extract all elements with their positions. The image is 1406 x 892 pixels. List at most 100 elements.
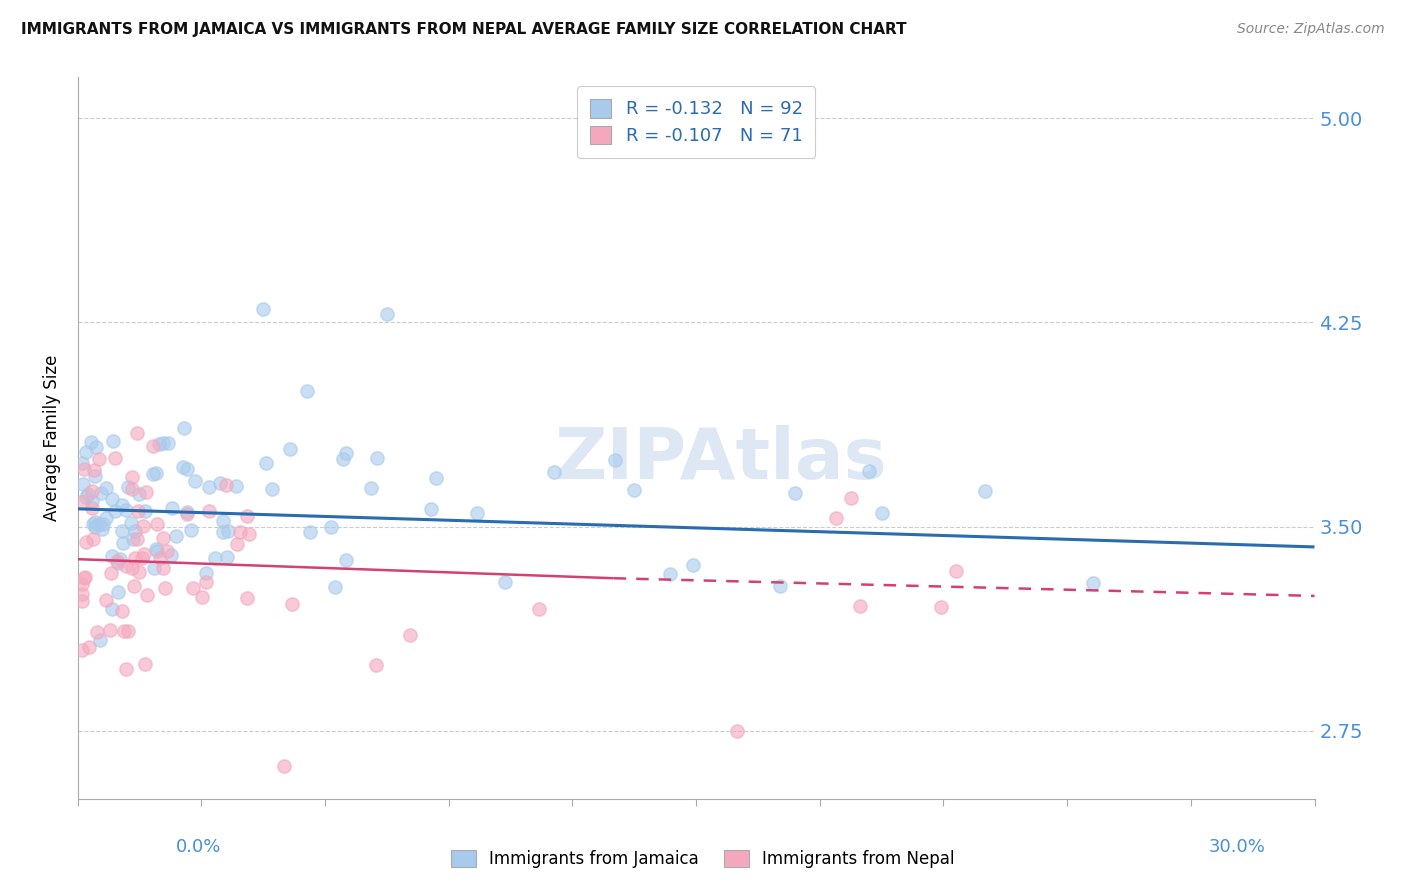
Point <box>215 549 238 564</box>
Point <box>108 551 131 566</box>
Point <box>112 624 135 638</box>
Point <box>366 658 388 673</box>
Point <box>101 549 124 563</box>
Point <box>335 446 357 460</box>
Point <box>229 525 252 540</box>
Point <box>115 503 138 517</box>
Point <box>142 467 165 481</box>
Point <box>659 566 682 581</box>
Point <box>419 501 441 516</box>
Point <box>79 435 101 450</box>
Point <box>112 535 135 549</box>
Point <box>83 469 105 483</box>
Point <box>260 482 283 496</box>
Point <box>825 511 848 525</box>
Point <box>278 442 301 456</box>
Point <box>70 594 93 608</box>
Point <box>128 487 150 501</box>
Point <box>117 480 139 494</box>
Point <box>72 570 94 584</box>
Text: ZIPAtlas: ZIPAtlas <box>554 425 887 494</box>
Point <box>467 506 489 520</box>
Point <box>176 505 198 519</box>
Point <box>145 543 167 558</box>
Point <box>104 504 127 518</box>
Point <box>70 495 93 509</box>
Point <box>82 493 104 508</box>
Point <box>96 511 118 525</box>
Point <box>425 471 447 485</box>
Point <box>111 604 134 618</box>
Point <box>134 657 156 672</box>
Point <box>156 543 179 558</box>
Point <box>132 519 155 533</box>
Text: IMMIGRANTS FROM JAMAICA VS IMMIGRANTS FROM NEPAL AVERAGE FAMILY SIZE CORRELATION: IMMIGRANTS FROM JAMAICA VS IMMIGRANTS FR… <box>21 22 907 37</box>
Point <box>82 483 104 498</box>
Point <box>153 581 176 595</box>
Point <box>70 456 93 470</box>
Point <box>122 579 145 593</box>
Point <box>135 588 157 602</box>
Point <box>114 662 136 676</box>
Point <box>114 559 136 574</box>
Point <box>208 475 231 490</box>
Point <box>89 632 111 647</box>
Point <box>84 515 107 529</box>
Point <box>84 520 107 534</box>
Point <box>682 558 704 572</box>
Point <box>111 498 134 512</box>
Point <box>839 491 862 505</box>
Point <box>212 525 235 540</box>
Point <box>87 452 110 467</box>
Point <box>70 586 93 600</box>
Point <box>212 514 235 528</box>
Point <box>121 561 143 575</box>
Point <box>180 523 202 537</box>
Point <box>725 723 748 738</box>
Point <box>84 440 107 454</box>
Point <box>142 440 165 454</box>
Point <box>145 467 167 481</box>
Point <box>70 643 93 657</box>
Point <box>83 463 105 477</box>
Point <box>124 550 146 565</box>
Point <box>134 504 156 518</box>
Point <box>90 522 112 536</box>
Point <box>366 451 388 466</box>
Point <box>120 516 142 531</box>
Point <box>90 485 112 500</box>
Point <box>323 580 346 594</box>
Point <box>89 516 111 531</box>
Point <box>135 484 157 499</box>
Point <box>1081 575 1104 590</box>
Point <box>494 574 516 589</box>
Point <box>146 517 169 532</box>
Text: Source: ZipAtlas.com: Source: ZipAtlas.com <box>1237 22 1385 37</box>
Point <box>94 592 117 607</box>
Point <box>101 602 124 616</box>
Point <box>157 436 180 450</box>
Point <box>72 477 94 491</box>
Point <box>623 483 645 497</box>
Point <box>75 490 97 504</box>
Point <box>124 524 146 539</box>
Point <box>77 487 100 501</box>
Point <box>152 435 174 450</box>
Point <box>973 483 995 498</box>
Point <box>225 537 247 551</box>
Point <box>111 524 134 539</box>
Point <box>160 500 183 515</box>
Point <box>238 527 260 541</box>
Point <box>299 524 322 539</box>
Point <box>931 600 953 615</box>
Point <box>176 462 198 476</box>
Point <box>152 531 174 545</box>
Point <box>145 542 167 557</box>
Point <box>281 597 304 611</box>
Point <box>849 599 872 614</box>
Point <box>121 532 143 546</box>
Point <box>195 575 218 590</box>
Point <box>105 554 128 568</box>
Point <box>148 436 170 450</box>
Point <box>191 590 214 604</box>
